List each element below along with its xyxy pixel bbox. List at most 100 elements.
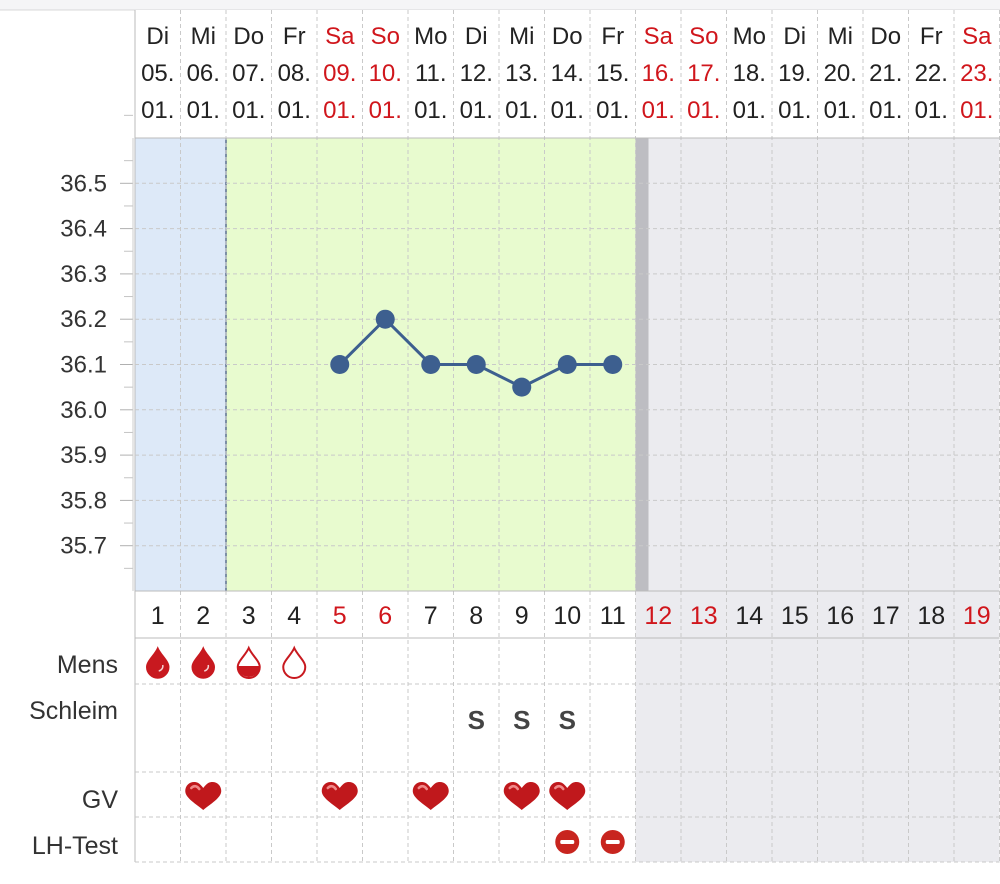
row-bg — [954, 638, 1000, 862]
heart-fill — [185, 781, 222, 810]
weekday-label: Di — [465, 23, 488, 50]
blood-drop-icon[interactable] — [145, 646, 170, 679]
lh-negative-icon[interactable] — [555, 830, 580, 854]
row-bg — [772, 638, 818, 862]
y-tick-label: 36.1 — [60, 352, 107, 379]
day-label: 20. — [824, 60, 857, 87]
plot-bg-fertile — [271, 138, 317, 591]
month-label: 01. — [141, 97, 174, 124]
month-label: 01. — [824, 97, 857, 124]
daynum-bg — [408, 591, 454, 638]
day-label: 21. — [869, 60, 902, 87]
month-label: 01. — [278, 97, 311, 124]
daynum-bg — [499, 591, 545, 638]
weekday-label: Do — [552, 23, 583, 50]
temperature-point[interactable] — [375, 309, 395, 329]
daynum-bg — [135, 591, 181, 638]
row-bg — [590, 638, 636, 862]
day-label: 12. — [460, 60, 493, 87]
weekday-label: Mi — [509, 23, 534, 50]
temperature-point[interactable] — [512, 377, 532, 397]
daynum-bg — [908, 591, 954, 638]
day-label: 09. — [323, 60, 356, 87]
y-tick-label: 36.5 — [60, 170, 107, 197]
month-label: 01. — [869, 97, 902, 124]
temperature-point[interactable] — [603, 355, 623, 374]
temperature-curve — [330, 309, 623, 397]
daynum-bg — [726, 591, 772, 638]
day-label: 06. — [187, 60, 220, 87]
plot-bg-fertile — [362, 138, 408, 591]
row-bg — [408, 638, 454, 862]
heart-icon[interactable] — [412, 781, 449, 810]
cycle-day-number: 8 — [469, 602, 483, 630]
row-bg — [681, 638, 727, 862]
heart-icon[interactable] — [549, 781, 586, 810]
day-label: 18. — [733, 60, 766, 87]
row-bg — [908, 638, 954, 862]
heart-highlight — [326, 784, 337, 791]
lh-negative-icon[interactable] — [600, 830, 625, 854]
cycle-day-number: 2 — [196, 602, 210, 630]
month-label: 01. — [778, 97, 811, 124]
y-tick-label: 36.2 — [60, 306, 107, 333]
cycle-day-number: 13 — [690, 602, 718, 630]
row-label-gv: GV — [82, 786, 118, 814]
y-tick-label: 35.8 — [60, 487, 107, 514]
blood-drop-icon[interactable] — [236, 645, 261, 679]
y-tick-label: 35.7 — [60, 533, 107, 560]
temperature-point[interactable] — [466, 355, 486, 374]
cycle-day-number: 17 — [872, 602, 900, 630]
day-label: 17. — [687, 60, 720, 87]
temperature-point[interactable] — [421, 355, 441, 374]
daynum-bg — [590, 591, 636, 638]
y-tick-label: 36.0 — [60, 397, 107, 424]
weekday-label: Mi — [828, 23, 853, 50]
y-tick-label: 36.4 — [60, 216, 107, 243]
drop-highlight — [158, 664, 164, 672]
daynum-bg — [226, 591, 272, 638]
temperature-point[interactable] — [330, 355, 350, 374]
cycle-day-number: 12 — [644, 602, 672, 630]
daynum-bg — [271, 591, 317, 638]
row-bg — [317, 638, 363, 862]
heart-icon[interactable] — [503, 781, 540, 810]
day-label: 11. — [415, 60, 447, 87]
month-label: 01. — [232, 97, 265, 124]
month-label: 01. — [323, 97, 356, 124]
heart-icon[interactable] — [321, 781, 358, 810]
day-label: 19. — [778, 60, 811, 87]
weekday-label: Fr — [920, 23, 943, 50]
cycle-day-number: 4 — [287, 602, 301, 630]
weekday-label: Do — [870, 23, 901, 50]
daynum-bg — [772, 591, 818, 638]
row-bg — [499, 638, 545, 862]
month-label: 01. — [505, 97, 538, 124]
weekday-label: Di — [146, 23, 169, 50]
weekday-label: So — [689, 23, 718, 50]
cycle-day-number: 1 — [151, 602, 165, 630]
drop-half-fill — [237, 666, 260, 677]
day-label: 23. — [960, 60, 993, 87]
weekday-label: Fr — [601, 23, 624, 50]
heart-highlight — [554, 784, 565, 791]
blood-drop-icon[interactable] — [282, 645, 307, 679]
month-label: 01. — [687, 97, 720, 124]
blood-drop-icon[interactable] — [191, 646, 216, 679]
drop-highlight — [204, 664, 210, 672]
day-label: 07. — [232, 60, 265, 87]
weekday-label: Sa — [325, 23, 355, 50]
month-label: 01. — [960, 97, 993, 124]
row-label-lh: LH-Test — [32, 832, 118, 860]
month-label: 01. — [187, 97, 220, 124]
drop-fill — [145, 646, 170, 679]
drop-outline — [282, 645, 307, 679]
heart-icon[interactable] — [185, 781, 222, 810]
cycle-day-number: 10 — [553, 602, 581, 630]
daynum-bg — [180, 591, 226, 638]
temperature-axis: 36.5 36.4 36.3 36.2 36.1 36.0 35.9 35.8 35.7 — [60, 114, 134, 591]
mucus-marker: S — [513, 705, 530, 735]
temperature-point[interactable] — [557, 355, 577, 374]
